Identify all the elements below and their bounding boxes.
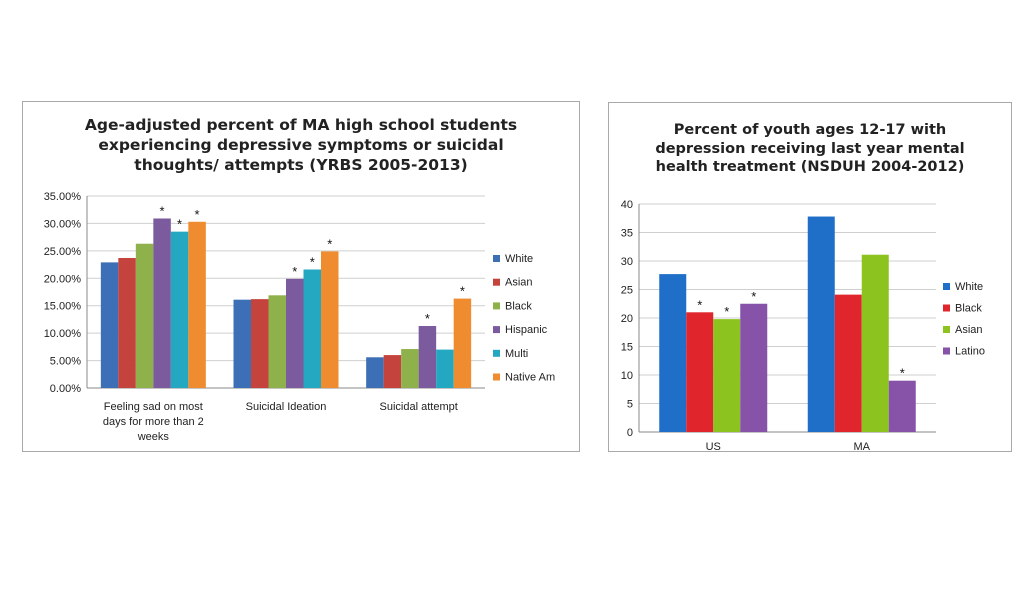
chart-panel-yrbs: Age-adjusted percent of MA high school s… bbox=[22, 101, 580, 452]
legend-label: Black bbox=[505, 300, 532, 312]
y-tick-label: 15 bbox=[621, 342, 633, 354]
significance-marker: * bbox=[724, 304, 729, 319]
y-tick-label: 25.00% bbox=[44, 246, 82, 258]
bar-black bbox=[135, 243, 154, 388]
significance-marker: * bbox=[160, 203, 165, 218]
bar-native-am bbox=[188, 221, 206, 388]
y-tick-label: 30.00% bbox=[44, 218, 82, 230]
legend-label: Latino bbox=[955, 346, 985, 358]
legend-swatch bbox=[493, 278, 500, 286]
legend-label: Asian bbox=[955, 324, 983, 336]
bar-white bbox=[366, 357, 384, 388]
y-tick-label: 5 bbox=[627, 399, 633, 411]
significance-marker: * bbox=[195, 207, 200, 222]
bar-hispanic bbox=[286, 278, 304, 388]
legend-swatch bbox=[493, 326, 500, 334]
legend-swatch bbox=[493, 302, 500, 310]
legend-label: Multi bbox=[505, 348, 528, 360]
y-tick-label: 35.00% bbox=[44, 191, 82, 203]
y-tick-label: 20 bbox=[621, 313, 633, 325]
y-tick-label: 40 bbox=[621, 199, 633, 211]
bar-asian bbox=[251, 299, 269, 388]
significance-marker: * bbox=[292, 264, 297, 279]
legend-swatch bbox=[943, 326, 950, 333]
legend-label: White bbox=[955, 281, 983, 293]
y-tick-label: 20.00% bbox=[44, 273, 82, 285]
y-tick-label: 15.00% bbox=[44, 301, 82, 313]
bar-white bbox=[100, 262, 119, 388]
y-tick-label: 5.00% bbox=[50, 356, 81, 368]
y-tick-label: 25 bbox=[621, 285, 633, 297]
legend-label: White bbox=[505, 253, 533, 265]
legend-label: Hispanic bbox=[505, 324, 548, 336]
x-category-label: Suicidal attempt bbox=[380, 401, 458, 413]
chart-nsduh: 0 5 10 15 20 25 30 35 40 * * * US * MA White Black Asian L… bbox=[621, 199, 985, 453]
bar-white bbox=[233, 299, 251, 388]
bar-asian bbox=[118, 257, 136, 388]
bar-latino bbox=[740, 303, 768, 432]
legend-swatch bbox=[493, 255, 500, 262]
significance-marker: * bbox=[697, 297, 702, 312]
bar-black bbox=[834, 294, 862, 432]
y-tick-label: 10 bbox=[621, 370, 633, 382]
legend-label: Asian bbox=[505, 277, 533, 289]
x-category-label: Suicidal Ideation bbox=[246, 401, 327, 413]
chart-panel-nsduh: Percent of youth ages 12-17 with depress… bbox=[608, 102, 1012, 453]
legend-label: Native Am bbox=[505, 372, 555, 384]
significance-marker: * bbox=[310, 255, 315, 270]
bar-native-am bbox=[453, 298, 472, 388]
significance-marker: * bbox=[751, 289, 756, 304]
legend-swatch bbox=[943, 304, 950, 312]
bar-latino bbox=[888, 380, 916, 432]
significance-marker: * bbox=[177, 217, 182, 232]
bar-hispanic bbox=[153, 218, 171, 388]
y-tick-label: 0.00% bbox=[50, 383, 81, 395]
legend-swatch bbox=[943, 347, 950, 355]
legend-swatch bbox=[493, 349, 500, 357]
y-tick-label: 0 bbox=[627, 427, 633, 439]
bar-black bbox=[686, 312, 714, 432]
y-tick-label: 35 bbox=[621, 228, 633, 240]
significance-marker: * bbox=[425, 311, 430, 326]
bar-black bbox=[401, 349, 419, 388]
y-tick-label: 10.00% bbox=[44, 328, 82, 340]
legend-label: Black bbox=[955, 303, 982, 315]
x-category-label: US bbox=[706, 441, 721, 453]
bar-hispanic bbox=[418, 326, 437, 388]
chart-title: Percent of youth ages 12-17 with depress… bbox=[655, 122, 965, 176]
legend-swatch bbox=[493, 373, 500, 381]
bar-asian bbox=[383, 355, 402, 388]
bar-asian bbox=[713, 319, 741, 432]
bar-asian bbox=[861, 254, 889, 432]
significance-marker: * bbox=[327, 236, 332, 251]
legend-swatch bbox=[943, 283, 950, 290]
bar-native-am bbox=[321, 251, 339, 388]
bar-multi bbox=[170, 231, 189, 388]
significance-marker: * bbox=[460, 284, 465, 299]
chart-yrbs: 0.00% 5.00% 10.00% 15.00% 20.00% 25.00% 30.00%… bbox=[44, 191, 555, 443]
bar-black bbox=[268, 295, 286, 388]
bar-multi bbox=[436, 349, 454, 388]
significance-marker: * bbox=[900, 366, 905, 381]
bar-multi bbox=[303, 269, 321, 388]
x-category-label: MA bbox=[854, 441, 871, 453]
y-tick-label: 30 bbox=[621, 256, 633, 268]
bar-white bbox=[807, 216, 835, 432]
bar-white bbox=[659, 274, 687, 432]
chart-title: Age-adjusted percent of MA high school s… bbox=[84, 116, 518, 174]
